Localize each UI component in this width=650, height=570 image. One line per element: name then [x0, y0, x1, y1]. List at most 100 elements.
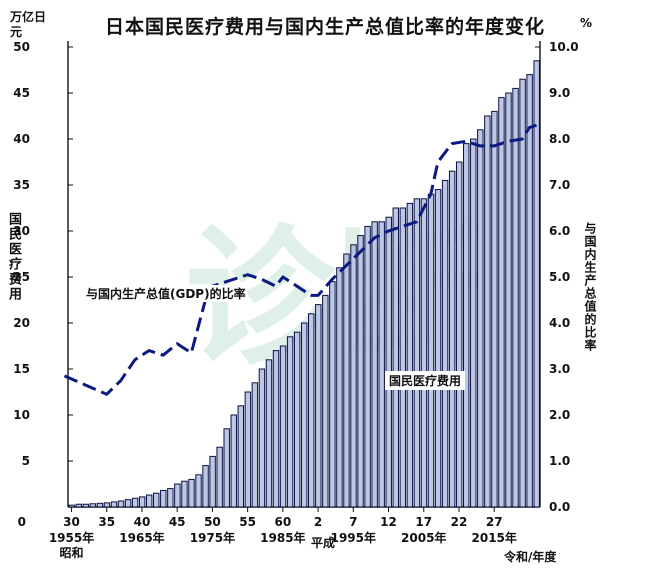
x-era-label: 1975年: [190, 530, 235, 545]
chart-title: 日本国民医疗费用与国内生产总值比率的年度变化: [104, 16, 545, 38]
x-tick-label: 22: [451, 515, 468, 529]
bar: [230, 414, 237, 508]
x-era-label: 1995年: [331, 530, 376, 545]
bar: [350, 244, 357, 508]
x-era-label: 1985年: [260, 530, 305, 545]
bar: [160, 489, 167, 508]
bar: [463, 143, 470, 508]
x-tick-label: 12: [380, 515, 397, 529]
bar: [188, 478, 195, 508]
bar: [336, 267, 343, 508]
x-tick-label: 27: [486, 515, 503, 529]
bar: [441, 179, 449, 508]
x-axis-unit: 令和/年度: [504, 550, 557, 564]
bar: [329, 281, 336, 508]
left-axis-unit: 万亿日元: [10, 10, 47, 39]
bar: [505, 92, 512, 508]
bar: [477, 129, 484, 508]
right-tick-label: 3.0: [549, 362, 570, 376]
bar: [491, 110, 498, 508]
bar: [237, 405, 245, 508]
bar: [308, 313, 315, 508]
bar: [181, 480, 188, 508]
bar: [315, 304, 322, 508]
right-tick-label: 8.0: [549, 132, 570, 146]
x-tick-label: 7: [349, 515, 357, 529]
x-tick-label: 40: [134, 515, 151, 529]
bar: [484, 115, 491, 508]
bar: [167, 488, 174, 508]
right-tick-label: 1.0: [549, 454, 570, 468]
bar: [174, 483, 181, 508]
left-tick-label: 35: [13, 178, 30, 192]
bar: [89, 503, 97, 508]
gdp-ratio-series: [63, 123, 537, 396]
right-axis-label: 与国内生产总值的比率: [583, 222, 597, 352]
bar: [526, 74, 533, 508]
left-axis-label: 国民医疗费用: [6, 212, 21, 302]
bar: [279, 345, 287, 508]
left-tick-label: 25: [13, 270, 30, 284]
right-axis-unit: %: [580, 16, 593, 30]
bar: [145, 494, 153, 508]
bar-series-label: 国民医疗费用: [385, 371, 466, 390]
bar: [343, 253, 350, 508]
bar: [420, 198, 428, 508]
right-tick-label: 5.0: [549, 270, 570, 284]
bar: [448, 170, 456, 508]
x-tick-label: 45: [169, 515, 186, 529]
bar: [300, 322, 308, 508]
right-tick-label: 9.0: [549, 86, 570, 100]
bar: [244, 391, 252, 508]
bar: [68, 504, 75, 508]
x-era-label: 2005年: [401, 530, 446, 545]
left-tick-label: 10: [13, 408, 30, 422]
x-era-label: 1955年: [49, 530, 94, 545]
left-tick-label: 20: [13, 316, 30, 330]
bar: [209, 455, 216, 508]
bar: [96, 502, 104, 508]
bar: [434, 189, 442, 508]
bar: [392, 207, 399, 508]
x-tick-label: 17: [415, 515, 432, 529]
bar: [322, 294, 329, 508]
bar: [406, 202, 414, 508]
gdp-line-label: 与国内生产总值(GDP)的比率: [84, 285, 248, 302]
bar: [202, 465, 209, 508]
left-tick-label: 30: [13, 224, 30, 238]
left-tick-label: 50: [13, 40, 30, 54]
bar: [75, 503, 82, 508]
bar: [371, 221, 378, 508]
bar: [195, 474, 202, 508]
right-tick-label: 2.0: [549, 408, 570, 422]
tick-labels: 0 5 10 15 20 25 30 35 40 45 50 0.0 1.0 2.0 3.0 4.0 5.0 6.…: [13, 40, 578, 560]
bar: [124, 499, 132, 508]
bar: [82, 503, 90, 508]
x-tick-label: 60: [275, 515, 292, 529]
left-tick-label: 45: [13, 86, 30, 100]
right-tick-label: 10.0: [549, 40, 579, 54]
x-era-label: 平成: [311, 535, 335, 550]
bar: [293, 331, 301, 508]
bar: [413, 198, 421, 508]
left-tick-label: 40: [13, 132, 30, 146]
bar: [216, 446, 223, 508]
bar: [512, 87, 519, 508]
bar: [357, 235, 364, 508]
left-tick-label: 5: [22, 454, 30, 468]
bar: [399, 207, 407, 508]
bar: [286, 336, 294, 508]
bar: [427, 193, 435, 508]
bar: [385, 216, 392, 508]
left-tick-label: 0: [18, 515, 26, 529]
bar: [533, 60, 540, 508]
x-era-label: 2015年: [472, 530, 517, 545]
bar: [131, 497, 139, 508]
left-tick-label: 15: [13, 362, 30, 376]
bar: [470, 138, 477, 508]
gdp-ratio-line: [63, 123, 537, 396]
bar: [110, 501, 118, 508]
bar: [455, 161, 463, 508]
x-era-label: 昭和: [60, 545, 84, 560]
bar: [153, 492, 160, 508]
